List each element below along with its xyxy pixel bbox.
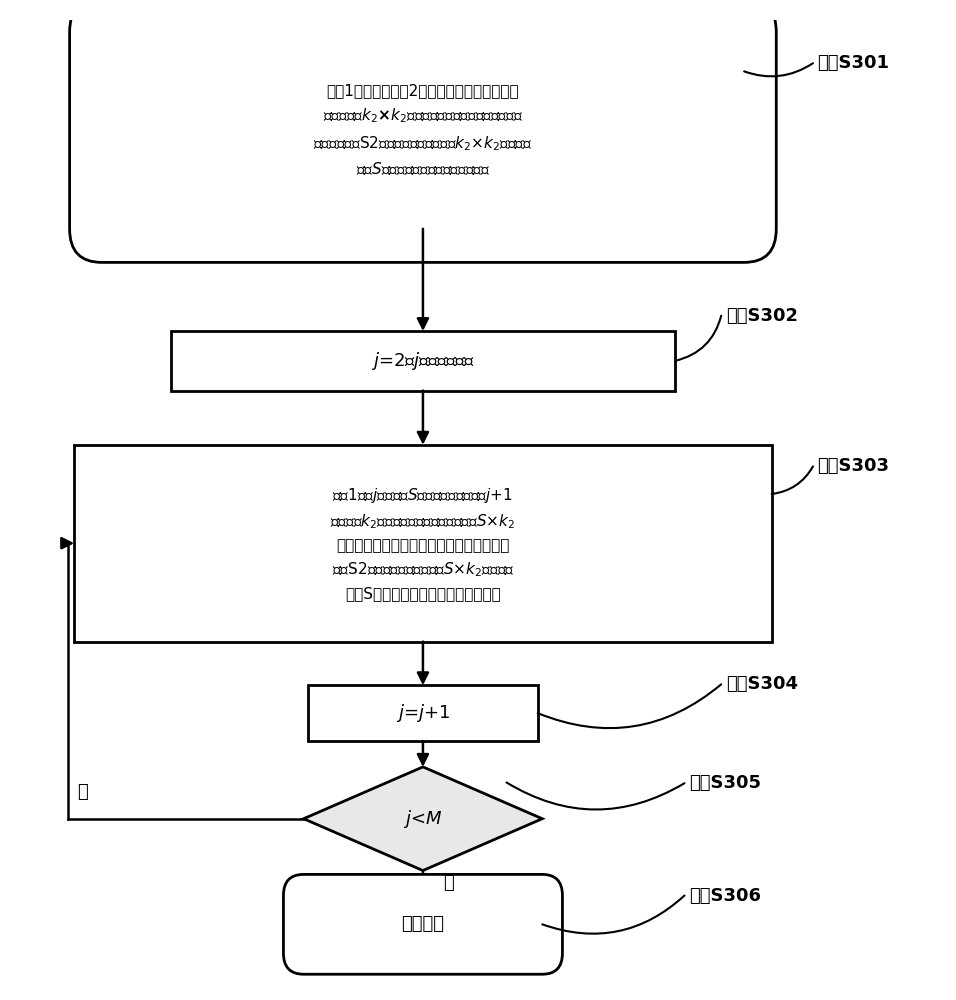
Text: 将第1到第$\mathit{j}$个风电场$\mathit{S}$个缩减后的场景和第$\mathit{j}$+1
个风电场$\mathit{k_2}$个缩减后的: 将第1到第$\mathit{j}$个风电场$\mathit{S}$个缩减后的场景…: [331, 486, 515, 601]
Text: 步骤S305: 步骤S305: [689, 774, 761, 792]
Text: 步骤S301: 步骤S301: [817, 54, 890, 72]
Text: $\mathit{j}$<$\mathit{M}$: $\mathit{j}$<$\mathit{M}$: [403, 808, 443, 830]
Text: 步骤S303: 步骤S303: [817, 457, 890, 475]
FancyBboxPatch shape: [308, 685, 537, 741]
FancyBboxPatch shape: [70, 0, 776, 262]
FancyBboxPatch shape: [283, 874, 562, 974]
Text: $\mathit{j}$=$\mathit{j}$+1: $\mathit{j}$=$\mathit{j}$+1: [396, 702, 450, 724]
Polygon shape: [304, 767, 542, 871]
Text: 否: 否: [444, 874, 454, 892]
Text: 步骤S302: 步骤S302: [726, 307, 798, 325]
FancyBboxPatch shape: [170, 331, 675, 391]
Text: $\mathit{j}$=2，$\mathit{j}$为风电场编号: $\mathit{j}$=2，$\mathit{j}$为风电场编号: [371, 350, 475, 372]
Text: 结束计算: 结束计算: [402, 915, 445, 933]
FancyBboxPatch shape: [75, 445, 771, 642]
Text: 步骤S304: 步骤S304: [726, 675, 798, 693]
Text: 将第1个风电场和第2个风电场缩减后的场景随
机组合得到$\mathit{k_2}$$\mathbf{\times}$$\mathit{k_2}$个场景，并计算每: 将第1个风电场和第2个风电场缩减后的场景随 机组合得到$\mathit{k_2}…: [314, 83, 532, 177]
Text: 步骤S306: 步骤S306: [689, 887, 761, 905]
Text: 是: 是: [76, 783, 88, 801]
